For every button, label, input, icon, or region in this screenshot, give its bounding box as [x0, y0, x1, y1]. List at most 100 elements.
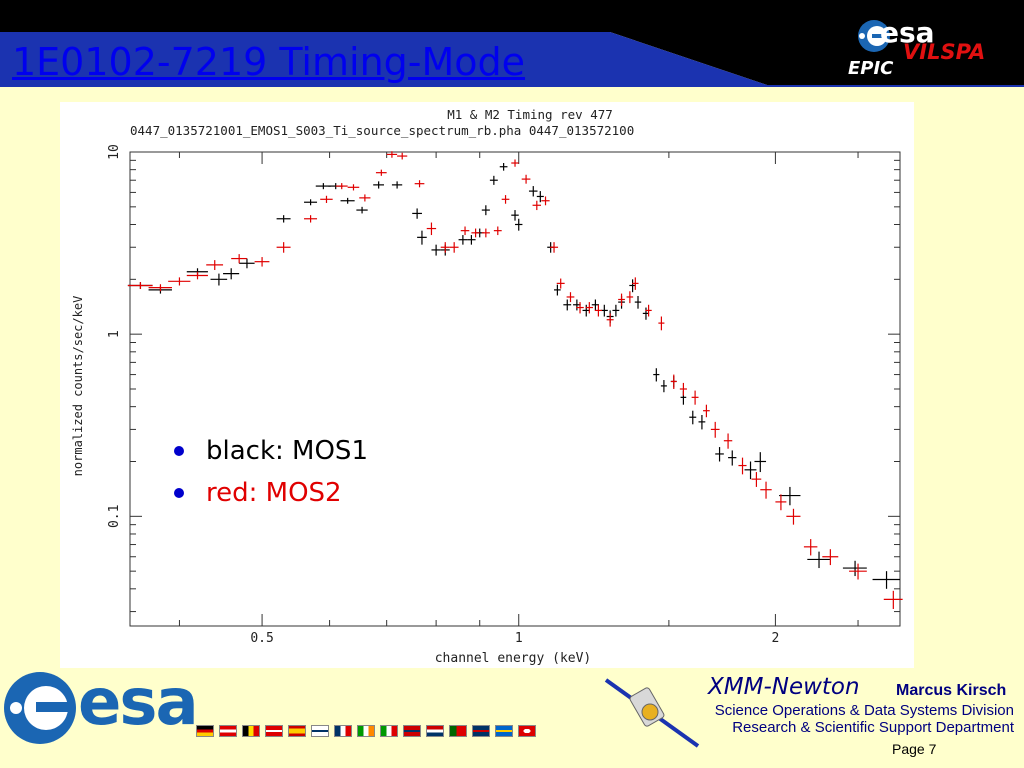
data-point-mos1	[489, 175, 498, 185]
data-point-mos2	[549, 242, 559, 253]
x-axis-label: channel energy (keV)	[435, 651, 592, 666]
data-point-mos2	[397, 152, 408, 160]
data-point-mos2	[335, 183, 348, 190]
series-mos1	[127, 163, 900, 589]
x-tick-label: 2	[771, 631, 779, 646]
data-point-mos2	[822, 549, 839, 566]
data-point-mos1	[872, 571, 900, 589]
data-point-mos1	[612, 304, 620, 317]
data-point-mos2	[679, 382, 687, 396]
data-point-mos2	[576, 302, 584, 314]
y-tick-label: 1	[107, 330, 122, 338]
data-point-mos2	[658, 316, 665, 331]
data-point-mos1	[340, 197, 355, 204]
epic-label: EPIC	[848, 58, 894, 79]
data-point-mos2	[760, 481, 772, 499]
data-point-mos1	[373, 181, 385, 189]
flag-netherlands-icon	[426, 725, 444, 737]
data-point-mos1	[689, 410, 697, 425]
x-tick-label: 0.5	[250, 631, 273, 646]
esa-bottom-text: esa	[78, 666, 199, 740]
flag-france-icon	[334, 725, 352, 737]
esa-logo-bottom-icon	[4, 672, 76, 744]
data-point-mos2	[566, 292, 575, 303]
data-point-mos1	[481, 205, 490, 216]
data-point-mos1	[554, 284, 561, 296]
data-point-mos1	[715, 447, 724, 462]
chart-title: M1 & M2 Timing rev 477	[447, 107, 613, 122]
member-flags	[196, 725, 536, 737]
data-point-mos1	[744, 461, 757, 480]
data-point-mos2	[426, 222, 437, 236]
data-point-mos2	[481, 228, 490, 238]
data-point-mos1	[511, 210, 519, 221]
data-point-mos1	[458, 235, 468, 245]
data-point-mos1	[223, 268, 240, 280]
flag-switzerland-icon	[518, 725, 536, 737]
data-point-mos2	[501, 195, 510, 204]
data-point-mos1	[634, 295, 642, 309]
division-name: Science Operations & Data Systems Divisi…	[714, 702, 1014, 719]
data-point-mos1	[779, 486, 801, 506]
data-point-mos2	[359, 194, 371, 202]
data-point-mos1	[412, 208, 422, 219]
data-point-mos2	[723, 433, 733, 449]
chart-svg: 0.5 1 2 0.1 1 10 M1 & M2 Timing rev 477 0447_…	[71, 107, 903, 666]
legend-label-mos2: red: MOS2	[206, 478, 342, 508]
y-axis-label: normalized counts/sec/keV	[71, 296, 85, 477]
flag-united-kingdom-icon	[472, 725, 490, 737]
x-tick-label: 1	[515, 631, 523, 646]
data-point-mos2	[632, 277, 639, 290]
flag-ireland-icon	[357, 725, 375, 737]
data-point-mos2	[606, 313, 614, 327]
data-point-mos2	[493, 226, 502, 236]
data-point-mos2	[626, 291, 634, 304]
data-point-mos1	[653, 368, 660, 382]
data-point-mos2	[541, 196, 550, 206]
flag-sweden-icon	[495, 725, 513, 737]
data-point-mos1	[417, 230, 427, 245]
flag-italy-icon	[380, 725, 398, 737]
data-point-mos2	[276, 242, 291, 253]
data-point-mos1	[573, 299, 581, 311]
data-point-mos2	[254, 257, 270, 267]
data-point-mos1	[467, 235, 476, 245]
data-point-mos1	[536, 191, 544, 203]
y-tick-label: 0.1	[107, 505, 122, 528]
series-mos2	[127, 151, 903, 609]
data-point-mos2	[775, 494, 787, 511]
data-point-mos1	[315, 183, 331, 190]
satellite-icon	[604, 678, 700, 748]
data-point-mos2	[414, 180, 425, 188]
legend-item-mos1: black: MOS1	[170, 430, 368, 472]
legend-item-mos2: red: MOS2	[170, 472, 368, 514]
data-point-mos2	[645, 304, 652, 317]
data-point-mos1	[210, 273, 228, 286]
data-point-mos2	[786, 508, 801, 525]
data-point-mos1	[591, 299, 599, 311]
data-point-mos1	[356, 206, 368, 214]
data-point-mos2	[670, 374, 677, 389]
data-point-mos1	[276, 215, 291, 223]
data-point-mos2	[511, 159, 519, 167]
legend: black: MOS1 red: MOS2	[170, 430, 368, 514]
data-point-mos2	[386, 151, 398, 158]
data-point-mos2	[449, 242, 459, 253]
chart-subtitle: 0447_0135721001_EMOS1_S003_Ti_source_spe…	[130, 123, 634, 138]
bullet-icon	[174, 446, 184, 456]
data-point-mos2	[532, 200, 542, 211]
data-point-mos2	[803, 539, 818, 556]
flag-portugal-icon	[449, 725, 467, 737]
department-name: Research & Scientific Support Department	[732, 719, 1014, 736]
data-point-mos2	[320, 195, 333, 203]
data-point-mos1	[563, 299, 572, 311]
data-point-mos2	[375, 169, 387, 176]
spectrum-chart: 0.5 1 2 0.1 1 10 M1 & M2 Timing rev 477 0447_…	[60, 102, 914, 668]
vilspa-label: VILSPA	[903, 40, 986, 64]
author-name: Marcus Kirsch	[896, 682, 1007, 699]
data-point-mos2	[883, 590, 903, 609]
page-number: Page 7	[892, 741, 937, 757]
data-point-mos2	[304, 215, 318, 223]
data-point-mos2	[460, 226, 470, 236]
data-point-mos2	[710, 421, 720, 438]
